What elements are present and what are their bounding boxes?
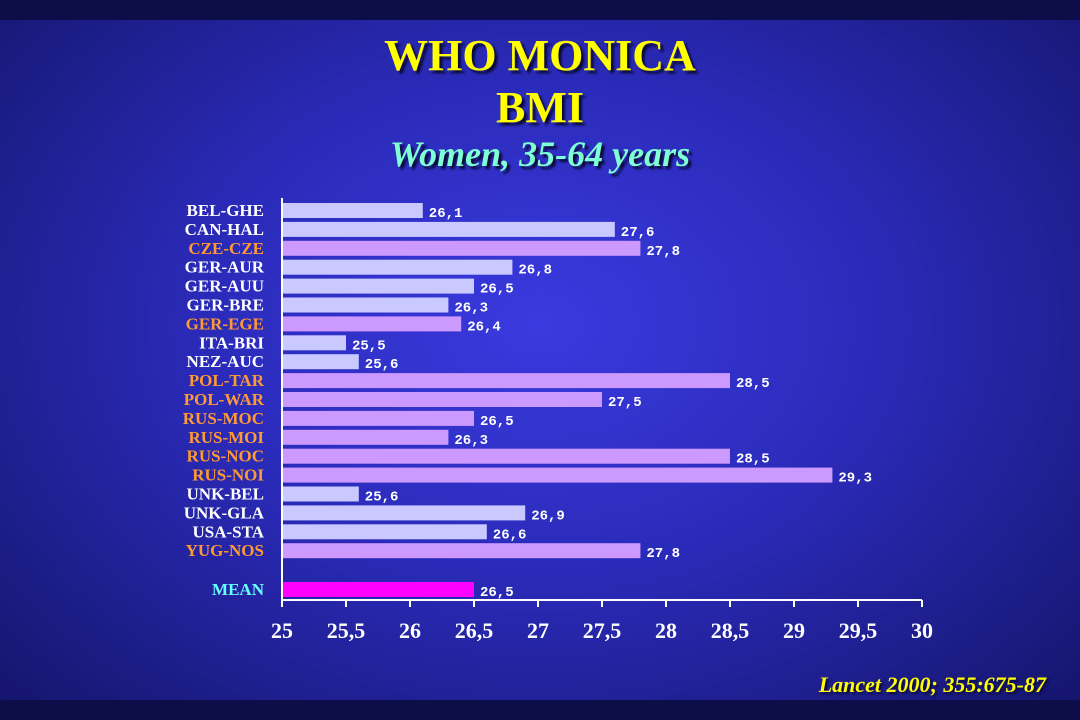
value-label-can-hal: 27,6 bbox=[621, 225, 655, 241]
x-tick-label-4: 27 bbox=[527, 618, 549, 643]
bar-mean bbox=[282, 582, 474, 597]
top-frame-band bbox=[0, 0, 1080, 20]
category-label-unk-gla: UNK-GLA bbox=[184, 503, 265, 522]
value-label-unk-bel: 25,6 bbox=[365, 490, 399, 506]
x-tick-label-10: 30 bbox=[911, 618, 933, 643]
value-label-unk-gla: 26,9 bbox=[531, 508, 565, 524]
bar-can-hal bbox=[282, 221, 615, 237]
bar-unk-gla bbox=[282, 505, 526, 521]
page-title-metric: BMI bbox=[496, 83, 584, 132]
value-label-mean: 26,5 bbox=[480, 585, 514, 601]
category-label-ger-aur: GER-AUR bbox=[185, 258, 265, 277]
x-tick-label-9: 29,5 bbox=[839, 618, 878, 643]
bar-usa-sta bbox=[282, 524, 487, 540]
value-label-ger-ege: 26,4 bbox=[467, 319, 501, 335]
value-label-pol-tar: 28,5 bbox=[736, 376, 770, 392]
x-tick-label-1: 25,5 bbox=[327, 618, 366, 643]
bar-ger-auu bbox=[282, 278, 474, 294]
category-label-ger-bre: GER-BRE bbox=[187, 296, 264, 315]
value-label-ger-auu: 26,5 bbox=[480, 282, 514, 298]
bar-unk-bel bbox=[282, 486, 359, 502]
category-label-rus-noi: RUS-NOI bbox=[192, 466, 264, 485]
x-tick-label-7: 28,5 bbox=[711, 618, 750, 643]
bar-ita-bri bbox=[282, 335, 346, 351]
page-title: WHO MONICA bbox=[384, 31, 696, 80]
category-label-ger-ege: GER-EGE bbox=[186, 314, 264, 333]
category-label-ger-auu: GER-AUU bbox=[185, 277, 264, 296]
category-label-can-hal: CAN-HAL bbox=[185, 220, 264, 239]
value-label-rus-moc: 26,5 bbox=[480, 414, 514, 430]
category-label-nez-auc: NEZ-AUC bbox=[187, 352, 264, 371]
value-label-pol-war: 27,5 bbox=[608, 395, 642, 411]
value-label-ita-bri: 25,5 bbox=[352, 338, 386, 354]
value-label-rus-moi: 26,3 bbox=[454, 433, 488, 449]
value-label-cze-cze: 27,8 bbox=[646, 244, 680, 260]
bar-ger-bre bbox=[282, 297, 449, 313]
x-tick-label-3: 26,5 bbox=[455, 618, 494, 643]
bottom-frame-band bbox=[0, 700, 1080, 720]
value-label-bel-ghe: 26,1 bbox=[429, 206, 463, 222]
category-label-cze-cze: CZE-CZE bbox=[188, 239, 264, 258]
bar-cze-cze bbox=[282, 240, 641, 256]
category-label-bel-ghe: BEL-GHE bbox=[187, 201, 264, 220]
x-tick-label-5: 27,5 bbox=[583, 618, 622, 643]
x-tick-label-2: 26 bbox=[399, 618, 421, 643]
value-label-nez-auc: 25,6 bbox=[365, 357, 399, 373]
bar-ger-ege bbox=[282, 316, 462, 332]
category-label-rus-moc: RUS-MOC bbox=[183, 409, 264, 428]
bar-rus-moc bbox=[282, 410, 474, 426]
bar-rus-noc bbox=[282, 448, 730, 464]
x-tick-label-8: 29 bbox=[783, 618, 805, 643]
bar-rus-noi bbox=[282, 467, 833, 483]
category-label-yug-nos: YUG-NOS bbox=[186, 541, 264, 560]
x-tick-label-0: 25 bbox=[271, 618, 293, 643]
source-citation: Lancet 2000; 355:675-87 bbox=[818, 672, 1046, 697]
value-label-ger-bre: 26,3 bbox=[454, 301, 488, 317]
value-label-rus-noc: 28,5 bbox=[736, 452, 770, 468]
bar-yug-nos bbox=[282, 543, 641, 559]
bar-rus-moi bbox=[282, 429, 449, 445]
category-label-unk-bel: UNK-BEL bbox=[187, 485, 264, 504]
category-label-rus-moi: RUS-MOI bbox=[188, 428, 264, 447]
category-label-pol-tar: POL-TAR bbox=[189, 371, 265, 390]
value-label-rus-noi: 29,3 bbox=[838, 471, 872, 487]
bar-nez-auc bbox=[282, 354, 359, 370]
bar-pol-war bbox=[282, 392, 602, 407]
value-label-ger-aur: 26,8 bbox=[518, 263, 552, 279]
category-label-usa-sta: USA-STA bbox=[193, 522, 265, 541]
bar-bel-ghe bbox=[282, 203, 423, 218]
value-label-usa-sta: 26,6 bbox=[493, 527, 527, 543]
x-tick-label-6: 28 bbox=[655, 618, 677, 643]
category-label-ita-bri: ITA-BRI bbox=[199, 333, 264, 352]
category-label-rus-noc: RUS-NOC bbox=[187, 447, 264, 466]
bar-pol-tar bbox=[282, 373, 730, 389]
category-label-pol-war: POL-WAR bbox=[184, 390, 265, 409]
bar-ger-aur bbox=[282, 259, 513, 275]
value-label-yug-nos: 27,8 bbox=[646, 546, 680, 562]
category-label-mean: MEAN bbox=[212, 580, 265, 599]
page-subtitle: Women, 35-64 years bbox=[389, 134, 691, 174]
